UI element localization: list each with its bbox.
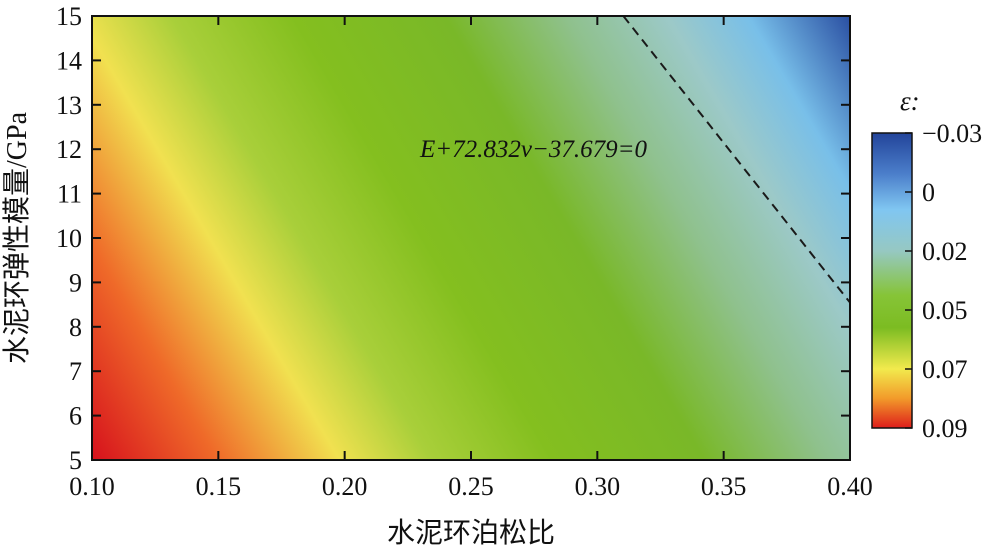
y-tick-label: 7 bbox=[69, 357, 82, 386]
colorbar-tick-label: 0 bbox=[922, 178, 935, 207]
x-tick-label: 0.40 bbox=[827, 472, 873, 501]
colorbar-tick-label: 0.05 bbox=[922, 296, 968, 325]
y-tick-label: 15 bbox=[56, 2, 82, 31]
boundary-equation-label: E+72.832ν−37.679=0 bbox=[419, 136, 647, 163]
y-tick-label: 10 bbox=[56, 224, 82, 253]
x-tick-label: 0.30 bbox=[575, 472, 621, 501]
colorbar-tick-label: 0.02 bbox=[922, 237, 968, 266]
x-tick-label: 0.35 bbox=[701, 472, 747, 501]
y-tick-label: 8 bbox=[69, 313, 82, 342]
heatmap-surface bbox=[92, 16, 850, 460]
colorbar-tick-label: −0.03 bbox=[922, 119, 982, 148]
x-tick-label: 0.10 bbox=[69, 472, 115, 501]
x-axis: 0.10 0.15 0.20 0.25 0.30 0.35 0.40 bbox=[69, 16, 873, 501]
colorbar-tick-label: 0.07 bbox=[922, 355, 968, 384]
y-tick-label: 6 bbox=[69, 402, 82, 431]
colorbar-tick-label: 0.09 bbox=[922, 414, 968, 443]
y-tick-label: 5 bbox=[69, 446, 82, 475]
colorbar-ticks: −0.03 0 0.02 0.05 0.07 0.09 bbox=[905, 119, 982, 443]
x-axis-label: 水泥环泊松比 bbox=[387, 517, 555, 549]
x-tick-label: 0.25 bbox=[448, 472, 494, 501]
y-tick-label: 9 bbox=[69, 268, 82, 297]
y-tick-label: 11 bbox=[57, 180, 82, 209]
boundary-dashed-line bbox=[622, 15, 851, 304]
x-tick-label: 0.15 bbox=[196, 472, 242, 501]
y-tick-label: 13 bbox=[56, 91, 82, 120]
colorbar bbox=[871, 132, 913, 429]
y-axis: 5 6 7 8 9 10 11 12 13 14 15 bbox=[56, 2, 850, 475]
y-tick-label: 12 bbox=[56, 135, 82, 164]
y-axis-label: 水泥环弹性模量/GPa bbox=[1, 111, 33, 364]
x-tick-label: 0.20 bbox=[322, 472, 368, 501]
colorbar-title: ε: bbox=[900, 86, 920, 116]
y-tick-label: 14 bbox=[56, 46, 82, 75]
